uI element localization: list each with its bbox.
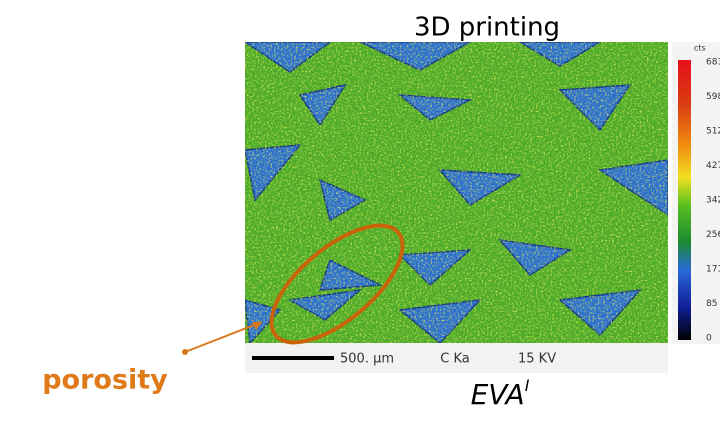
figure: 3D printing 500. µm C Ka 15 KV c — [0, 0, 720, 422]
colorbar-tick-label: 0 — [706, 334, 712, 344]
colorbar-tick-label: 427 — [706, 161, 720, 171]
signal-label: C Ka — [440, 352, 469, 367]
colorbar — [678, 60, 691, 340]
colorbar-tick-label: 171 — [706, 265, 720, 275]
colorbar-unit: cts — [694, 44, 706, 53]
arrow-dot — [182, 349, 188, 355]
caption-superscript: I — [525, 376, 530, 395]
caption: EVAI — [471, 376, 530, 412]
colorbar-tick-label: 598 — [706, 92, 720, 102]
caption-text: EVA — [471, 378, 525, 411]
colorbar-tick-label: 85 — [706, 299, 717, 309]
voltage-label: 15 KV — [518, 352, 556, 367]
title: 3D printing — [414, 13, 560, 43]
scale-label: 500. µm — [340, 352, 394, 367]
colorbar-tick-label: 683 — [706, 58, 720, 68]
colorbar-tick-label: 342 — [706, 196, 720, 206]
annotation: porosity — [42, 365, 168, 396]
eds-map — [245, 42, 668, 343]
colorbar-tick-label: 512 — [706, 127, 720, 137]
colorbar-tick-label: 256 — [706, 230, 720, 240]
